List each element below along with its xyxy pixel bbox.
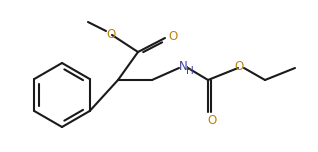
Text: O: O [234,59,244,73]
Text: O: O [168,31,178,43]
Text: O: O [207,114,217,126]
Text: N: N [179,60,187,74]
Text: O: O [107,28,116,40]
Text: H: H [186,66,194,76]
